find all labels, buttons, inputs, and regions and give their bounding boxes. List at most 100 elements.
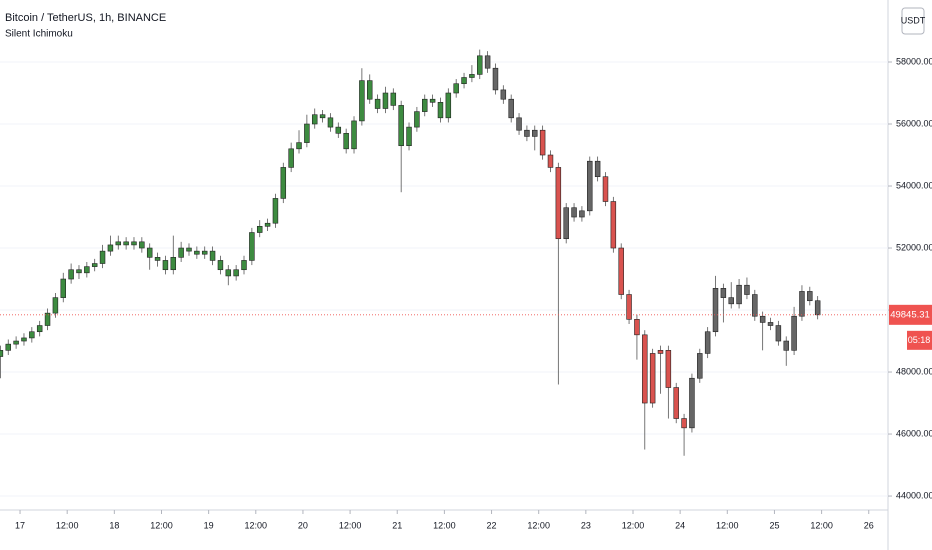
candle-body	[76, 269, 82, 274]
candle-body	[84, 266, 90, 274]
candle-body	[99, 250, 106, 264]
candle-body	[91, 263, 98, 267]
candle-body	[304, 123, 310, 143]
candle-body	[429, 98, 436, 103]
candle-body	[752, 294, 758, 317]
x-tick-label: 12:00	[56, 520, 79, 530]
indicator-name: Silent Ichimoku	[5, 29, 73, 40]
candle-body	[414, 111, 420, 128]
x-tick-label: 21	[392, 520, 402, 530]
candle-body	[775, 325, 782, 342]
candle-body	[579, 210, 585, 218]
candle-body	[21, 337, 27, 342]
candle-body	[469, 74, 475, 78]
x-tick-label: 24	[675, 520, 685, 530]
chart-title: Bitcoin / TetherUS, 1h, BINANCE	[5, 12, 166, 24]
x-tick-label: 22	[487, 520, 497, 530]
candle-body	[618, 247, 624, 295]
candle-body	[484, 55, 491, 69]
candle-body	[759, 315, 766, 323]
y-tick-label: 48000.00	[896, 366, 932, 376]
candle-body	[68, 269, 74, 280]
candle-body	[532, 129, 538, 137]
x-tick-label: 12:00	[150, 520, 173, 530]
y-tick-label: 58000.00	[896, 56, 932, 66]
y-tick-label: 54000.00	[896, 180, 932, 190]
candle-body	[374, 98, 381, 109]
last-price-box	[889, 304, 932, 325]
countdown-box	[907, 330, 932, 350]
candle-body	[445, 92, 452, 119]
candle-body	[186, 247, 192, 252]
candle-body	[398, 105, 404, 147]
x-tick-label: 18	[109, 520, 119, 530]
candle-body	[60, 278, 66, 298]
candle-body	[492, 67, 499, 91]
candle-body	[296, 142, 302, 150]
candle-body	[29, 331, 35, 339]
x-tick-label: 23	[581, 520, 591, 530]
candle-body	[610, 201, 617, 249]
candle-body	[146, 247, 153, 258]
candle-body	[437, 102, 444, 119]
candle-body	[571, 207, 577, 218]
candle-body	[123, 241, 129, 246]
candle-body	[783, 340, 789, 351]
candle-body	[256, 226, 263, 233]
candle-body	[5, 343, 11, 351]
x-tick-label: 17	[15, 520, 25, 530]
candle-body	[382, 92, 389, 109]
currency-label: USDT	[901, 15, 926, 25]
candle-body	[0, 350, 4, 357]
candle-body	[343, 133, 349, 150]
candle-body	[264, 222, 271, 227]
y-tick-label: 52000.00	[896, 242, 932, 252]
candle-body	[649, 353, 656, 404]
y-tick-label: 44000.00	[896, 490, 932, 500]
candle-body	[744, 284, 750, 295]
candle-body	[52, 297, 59, 314]
candle-body	[453, 83, 459, 94]
candle-body	[233, 269, 239, 277]
candle-body	[217, 260, 224, 271]
candle-body	[36, 325, 43, 333]
candle-body	[689, 377, 695, 429]
candle-body	[720, 288, 727, 298]
candle-body	[602, 176, 609, 202]
countdown-label: 05:18	[908, 335, 931, 345]
candle-body	[626, 294, 632, 320]
x-tick-label: 12:00	[245, 520, 268, 530]
last-price-label: 49845.31	[890, 309, 930, 320]
candle-body	[807, 291, 813, 302]
candle-body	[154, 257, 161, 261]
candle-body	[13, 340, 19, 345]
candle-body	[657, 350, 664, 354]
candle-body	[406, 126, 412, 147]
candle-body	[241, 260, 247, 271]
candle-body	[767, 322, 774, 326]
candle-body	[563, 207, 569, 240]
candle-body	[131, 241, 137, 246]
x-tick-label: 25	[769, 520, 779, 530]
candle-body	[335, 126, 342, 134]
x-tick-label: 12:00	[433, 520, 456, 530]
candle-body	[697, 353, 703, 379]
candle-body	[272, 198, 279, 224]
y-tick-label: 46000.00	[896, 428, 932, 438]
candle-body	[115, 241, 122, 246]
x-tick-label: 12:00	[622, 520, 645, 530]
candle-body	[44, 312, 51, 326]
candle-body	[728, 297, 734, 305]
candle-body	[201, 250, 208, 255]
candle-body	[642, 334, 648, 404]
candle-body	[367, 80, 373, 100]
candle-body	[249, 232, 255, 261]
currency-button[interactable]	[901, 7, 925, 35]
candle-body	[461, 77, 467, 85]
candle-body	[139, 241, 145, 249]
candle-body	[681, 418, 687, 429]
candle-body	[500, 89, 507, 100]
candle-body	[327, 117, 334, 128]
